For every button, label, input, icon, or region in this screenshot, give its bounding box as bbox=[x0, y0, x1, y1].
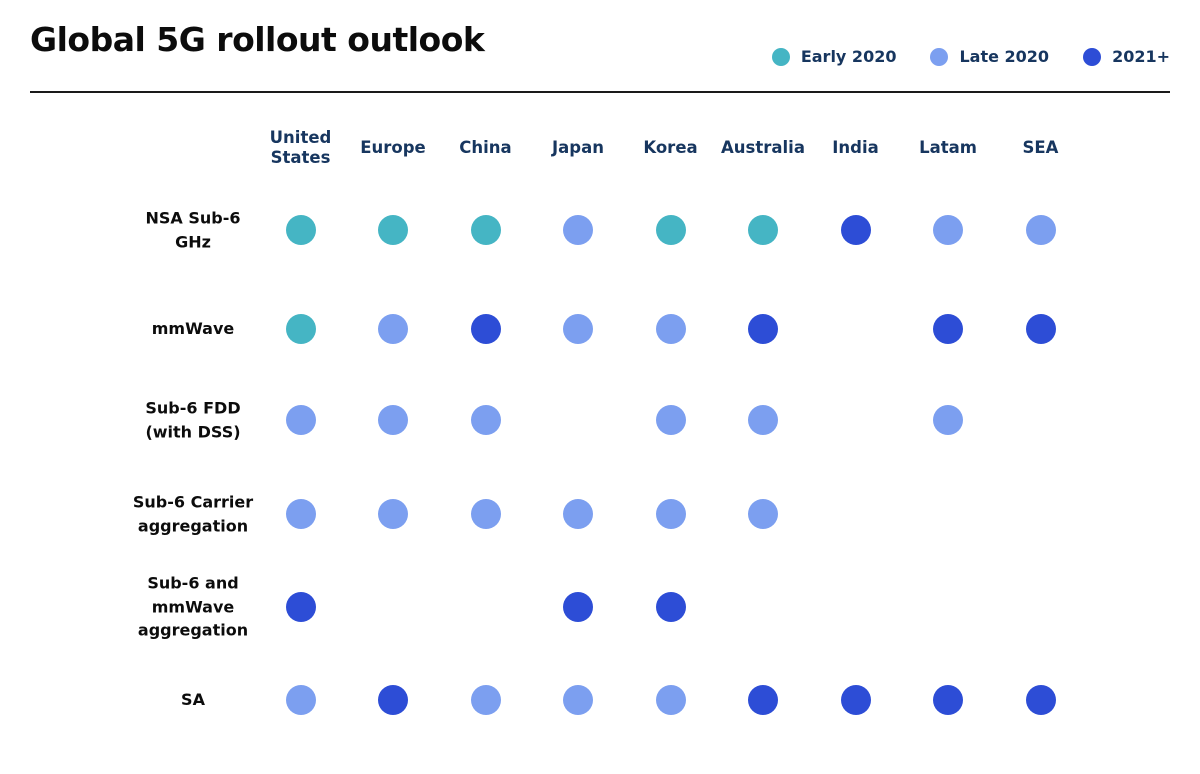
dot-sa-australia bbox=[748, 685, 778, 715]
row-label-sub-6-fdd-with-dss: Sub-6 FDD (with DSS) bbox=[145, 398, 241, 441]
dot-sa-latam bbox=[933, 685, 963, 715]
legend-label-early-2020: Early 2020 bbox=[800, 47, 897, 66]
dot-sub-6-carrier-aggregation-europe bbox=[378, 499, 408, 529]
page-title: Global 5G rollout outlook bbox=[30, 20, 485, 59]
row-label-sub-6-and-mmwave-aggregation: Sub-6 and mmWave aggregation bbox=[137, 573, 249, 640]
dot-mmwave-japan bbox=[563, 314, 593, 344]
dot-nsa-sub-6-ghz-sea bbox=[1025, 215, 1056, 245]
column-header-europe: Europe bbox=[360, 138, 426, 158]
dot-sub-6-carrier-aggregation-japan bbox=[563, 499, 593, 529]
dot-sa-united-states bbox=[285, 685, 316, 715]
dot-sa-europe bbox=[378, 685, 408, 715]
legend-item-2021plus: 2021+ bbox=[1083, 47, 1170, 66]
dot-sub-6-and-mmwave-aggregation-korea bbox=[655, 592, 686, 622]
dot-sub-6-and-mmwave-aggregation-united-states bbox=[285, 592, 316, 622]
dot-sa-japan bbox=[563, 685, 593, 715]
column-header-latam: Latam bbox=[919, 138, 977, 158]
dot-mmwave-china bbox=[470, 314, 501, 344]
dot-mmwave-korea bbox=[655, 314, 686, 344]
legend-item-early-2020: Early 2020 bbox=[771, 47, 897, 66]
dot-sa-india bbox=[840, 685, 871, 715]
dot-sa-korea bbox=[655, 685, 686, 715]
legend-dot-late-2020-icon bbox=[930, 47, 949, 66]
row-label-mmwave: mmWave bbox=[151, 319, 235, 339]
dot-nsa-sub-6-ghz-europe bbox=[378, 215, 408, 245]
column-header-china: China bbox=[459, 138, 512, 158]
dot-nsa-sub-6-ghz-india bbox=[840, 215, 871, 245]
column-header-japan: Japan bbox=[552, 138, 604, 158]
legend-dot-early-2020-icon bbox=[771, 47, 790, 66]
dot-sub-6-and-mmwave-aggregation-japan bbox=[563, 592, 593, 622]
column-header-united-states: United States bbox=[269, 128, 332, 167]
header-divider bbox=[30, 91, 1170, 93]
dot-sa-sea bbox=[1025, 685, 1056, 715]
dot-sub-6-carrier-aggregation-australia bbox=[748, 499, 778, 529]
dot-mmwave-australia bbox=[748, 314, 778, 344]
column-header-sea: SEA bbox=[1022, 138, 1059, 158]
dot-nsa-sub-6-ghz-australia bbox=[748, 215, 778, 245]
legend: Early 2020 Late 2020 2021+ bbox=[771, 47, 1170, 66]
dot-nsa-sub-6-ghz-united-states bbox=[285, 215, 316, 245]
dot-sub-6-carrier-aggregation-united-states bbox=[285, 499, 316, 529]
legend-label-2021plus: 2021+ bbox=[1112, 47, 1170, 66]
dot-mmwave-europe bbox=[378, 314, 408, 344]
row-label-sub-6-carrier-aggregation: Sub-6 Carrier aggregation bbox=[132, 492, 254, 535]
legend-label-late-2020: Late 2020 bbox=[959, 47, 1050, 66]
dot-sub-6-carrier-aggregation-china bbox=[470, 499, 501, 529]
dot-mmwave-sea bbox=[1025, 314, 1056, 344]
row-label-nsa-sub-6-ghz: NSA Sub-6 GHz bbox=[145, 208, 241, 251]
dot-sub-6-fdd-with-dss-united-states bbox=[285, 405, 316, 435]
row-label-sa: SA bbox=[181, 690, 205, 710]
dot-sa-china bbox=[470, 685, 501, 715]
column-header-india: India bbox=[832, 138, 879, 158]
dot-sub-6-fdd-with-dss-australia bbox=[748, 405, 778, 435]
dot-sub-6-fdd-with-dss-latam bbox=[933, 405, 963, 435]
dot-mmwave-latam bbox=[933, 314, 963, 344]
dot-sub-6-fdd-with-dss-korea bbox=[655, 405, 686, 435]
legend-item-late-2020: Late 2020 bbox=[930, 47, 1049, 66]
dot-nsa-sub-6-ghz-latam bbox=[933, 215, 963, 245]
dot-nsa-sub-6-ghz-china bbox=[470, 215, 501, 245]
dot-sub-6-fdd-with-dss-china bbox=[470, 405, 501, 435]
dot-sub-6-fdd-with-dss-europe bbox=[378, 405, 408, 435]
dot-nsa-sub-6-ghz-korea bbox=[655, 215, 686, 245]
column-header-australia: Australia bbox=[721, 138, 805, 158]
dot-sub-6-carrier-aggregation-korea bbox=[655, 499, 686, 529]
legend-dot-2021plus-icon bbox=[1083, 47, 1102, 66]
column-header-korea: Korea bbox=[643, 138, 698, 158]
dot-nsa-sub-6-ghz-japan bbox=[563, 215, 593, 245]
dot-mmwave-united-states bbox=[285, 314, 316, 344]
